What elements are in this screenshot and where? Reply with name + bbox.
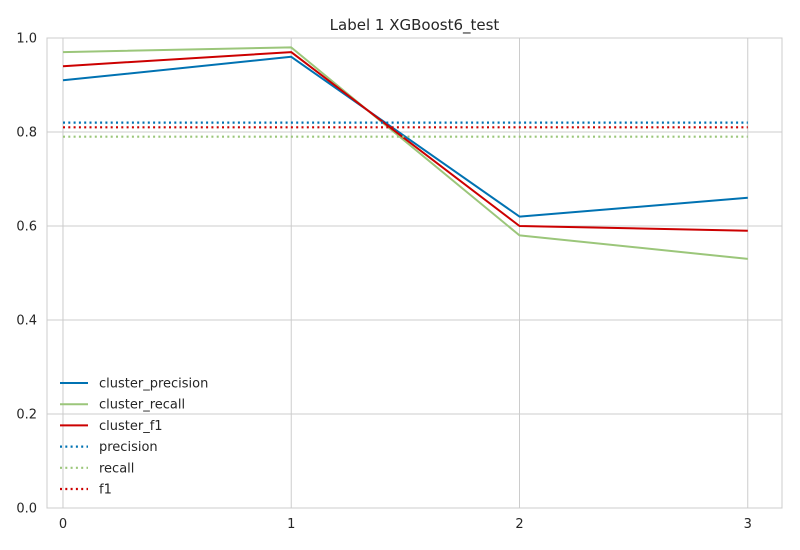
legend-label-precision: precision (99, 440, 158, 455)
ticks: 0 1 2 3 0.0 0.2 0.4 0.6 0.8 1.0 (16, 32, 752, 533)
x-tick-label: 3 (744, 517, 752, 532)
y-tick-label: 0.0 (16, 502, 37, 517)
grid (47, 37, 782, 509)
legend-label-cluster-recall: cluster_recall (99, 398, 185, 413)
series-line-cluster-f1 (62, 51, 748, 232)
x-tick-label: 0 (59, 517, 67, 532)
legend-label-cluster-f1: cluster_f1 (99, 419, 163, 434)
series-line-cluster-precision (62, 55, 748, 218)
y-tick-label: 0.4 (16, 314, 37, 329)
series-line-cluster-recall (62, 46, 748, 260)
x-tick-label: 1 (287, 517, 295, 532)
legend-label-cluster-precision: cluster_precision (99, 377, 208, 392)
chart-title: Label 1 XGBoost6_test (330, 16, 500, 35)
legend-label-f1: f1 (99, 483, 112, 498)
y-tick-label: 0.8 (16, 126, 37, 141)
y-tick-label: 1.0 (16, 32, 37, 47)
y-tick-label: 0.6 (16, 220, 37, 235)
plot-area (46, 37, 783, 509)
x-tick-label: 2 (515, 517, 523, 532)
series-layer (62, 46, 748, 260)
y-tick-label: 0.2 (16, 408, 37, 423)
legend-label-recall: recall (99, 461, 134, 476)
legend: cluster_precision cluster_recall cluster_f… (60, 377, 208, 498)
